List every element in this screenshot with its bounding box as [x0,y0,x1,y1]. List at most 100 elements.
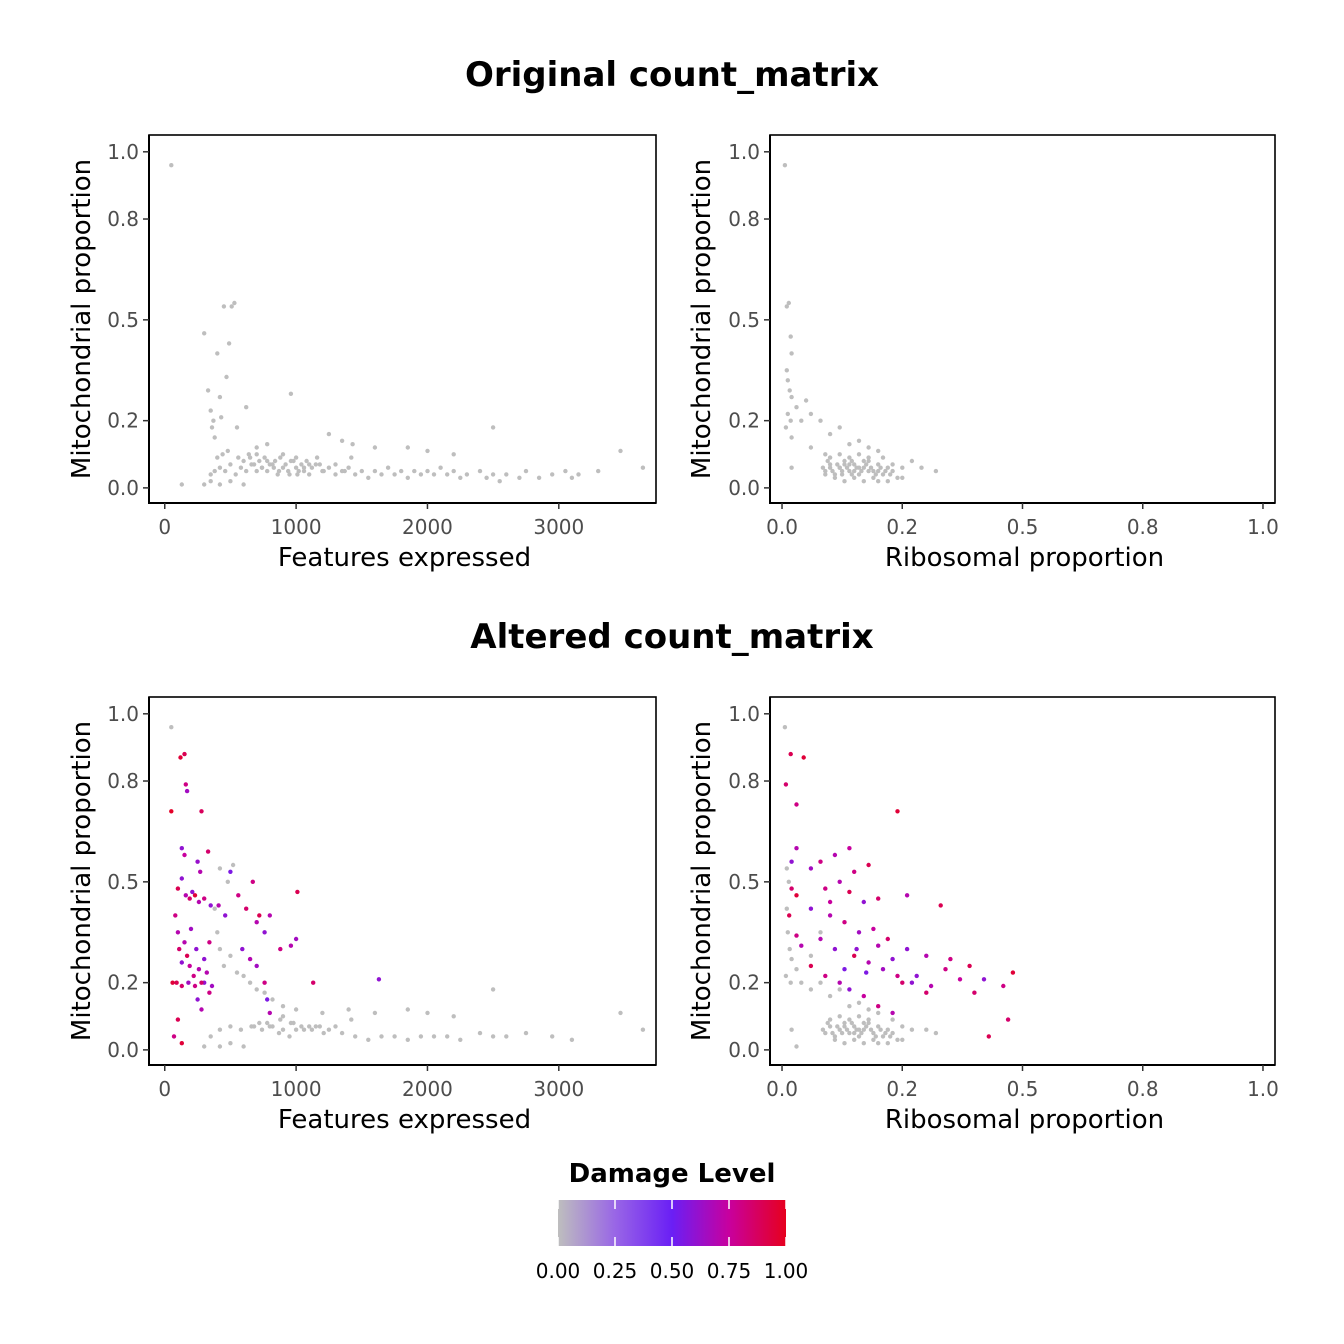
damaged-point [236,893,241,898]
points [782,163,939,484]
damaged-point [228,869,233,874]
point [830,1030,835,1036]
point [876,462,881,467]
point [202,1044,207,1049]
damaged-point [866,862,871,868]
damaged-point [890,956,895,962]
point [333,1024,338,1029]
point [504,1034,509,1039]
damaged-point [194,946,199,952]
point [301,1027,307,1032]
damaged-point [192,893,198,898]
damaged-point [871,926,876,932]
point [832,475,838,480]
point [864,1024,869,1029]
damaged-point [794,802,799,807]
point [307,1024,312,1029]
point [864,462,869,467]
point [490,987,496,992]
y-tick-label: 0.5 [728,308,760,332]
damaged-point [909,980,915,985]
point [847,462,852,467]
damaged-point [885,936,890,942]
point [228,1024,233,1029]
point [169,163,174,168]
point [823,452,828,457]
point [823,1030,828,1036]
damaged-point [179,960,184,965]
point [789,465,794,470]
point [241,973,246,979]
point [789,435,794,440]
point [293,1027,299,1032]
point [458,1037,463,1043]
point [215,351,220,356]
point [265,468,270,474]
point [783,973,789,979]
point [228,479,233,484]
scatter-panels: 0 1000 2000 3000 0.0 0.2 0.5 0.8 1.0 Features exp… [67,134,1279,1135]
damaged-point [169,809,174,814]
y-tick-label: 0.8 [728,207,760,231]
point [847,455,852,460]
point [933,1030,939,1036]
point [856,1000,862,1005]
point [490,1034,496,1039]
point [835,462,840,467]
point [445,1034,450,1039]
point [333,462,338,467]
point [287,1034,292,1039]
y-tick-label: 0.5 [107,870,139,894]
point [895,1037,900,1043]
damaged-point [981,977,987,982]
points [169,725,646,1049]
damaged-point [170,980,175,985]
point [412,468,417,474]
damaged-point [254,963,259,969]
point [342,468,347,474]
section-title-altered: Altered count_matrix [470,617,874,657]
point [808,953,814,958]
x-tick-label: 0 [158,515,171,539]
y-axis-title: Mitochondrial proportion [687,721,717,1041]
x-tick-label: 1.0 [1247,515,1279,539]
damaged-point [295,889,300,895]
point [823,468,828,474]
damaged-point [852,869,857,874]
damaged-point [196,967,202,972]
y-tick-label: 0.0 [728,1038,760,1062]
damaged-point [171,1034,177,1039]
damaged-point [837,879,842,884]
point [783,425,789,430]
damaged-point [788,751,793,757]
point [596,468,601,474]
x-tick-label: 0.2 [886,1077,918,1101]
point [241,1044,246,1049]
damaged-point [278,946,283,952]
point [784,866,789,871]
damaged-point [173,913,178,918]
damaged-point [957,977,963,982]
point [808,987,814,992]
point [849,1020,854,1026]
x-tick-label: 1.0 [1247,1077,1279,1101]
damaged-point [799,943,804,948]
point [350,442,355,447]
point [271,465,276,470]
point [563,468,568,474]
point [497,479,502,484]
point [238,1027,244,1032]
point [890,468,895,474]
damaged-point [267,913,272,918]
damaged-point [823,886,828,891]
point [856,438,862,443]
point [169,725,174,730]
point [888,1034,893,1039]
point [919,465,924,470]
points [782,725,1016,1049]
point [569,1037,575,1043]
point [405,475,410,480]
point [837,452,842,457]
point [880,472,886,477]
point [304,458,309,464]
